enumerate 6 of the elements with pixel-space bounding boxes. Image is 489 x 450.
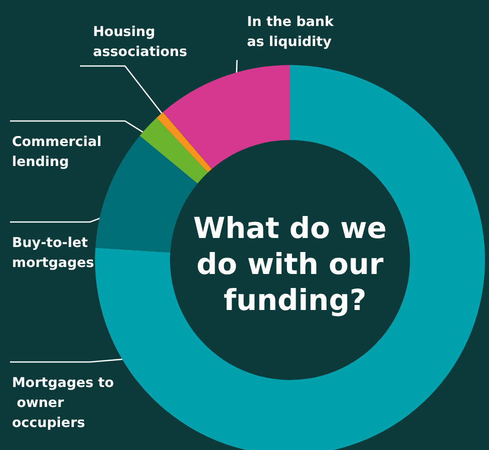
slice-label: In the bank as liquidity bbox=[247, 14, 338, 50]
slice-label: Housing associations bbox=[93, 24, 188, 60]
slice-label: Mortgages to owner occupiers bbox=[12, 375, 114, 431]
text: What do we do with our funding? bbox=[193, 211, 397, 317]
slice-label: Buy-to-let mortgages bbox=[12, 235, 94, 271]
slice-label: Commercial lending bbox=[12, 134, 106, 170]
